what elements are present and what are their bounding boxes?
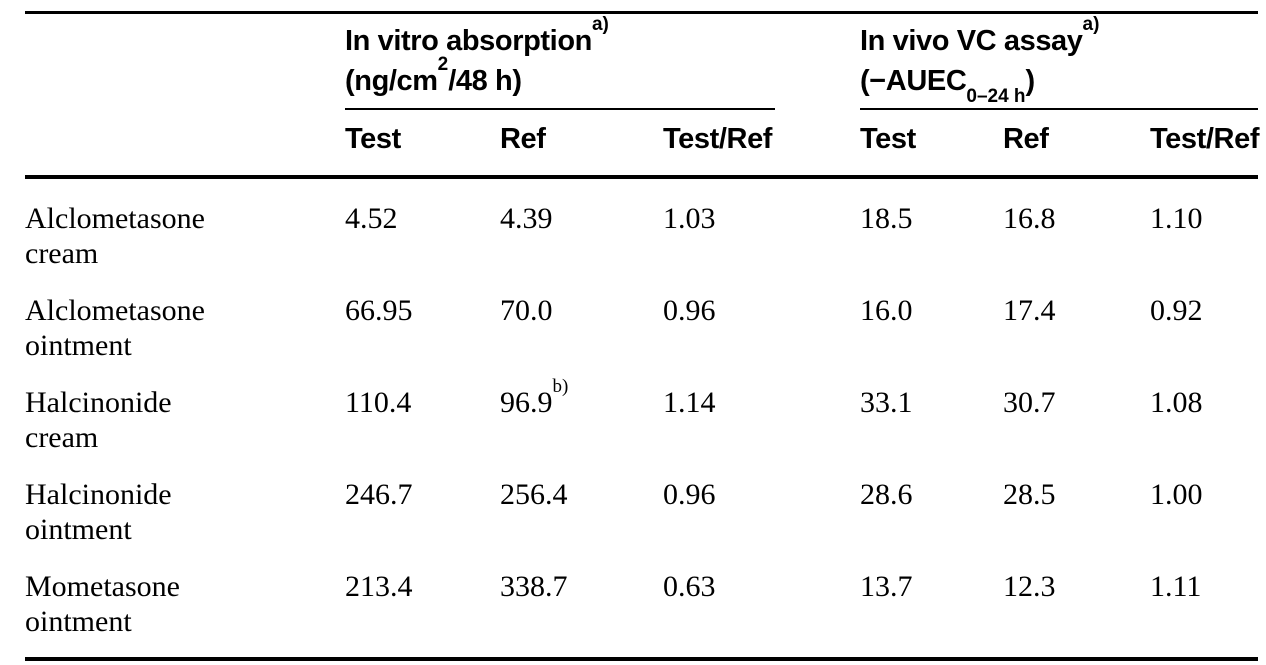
cell-invitro-test: 110.4: [345, 386, 412, 419]
table-row: Halcinonide ointment 246.7 256.4 0.96 28.…: [25, 455, 1258, 547]
cell-invivo-test: 18.5: [860, 202, 913, 235]
row-label-header-empty: [25, 109, 345, 179]
cell-invitro-test: 246.7: [345, 478, 413, 511]
cell-invitro-ref: 4.39: [500, 177, 663, 271]
drug-name: Halcinonide: [25, 386, 172, 419]
cell-invitro-ref: 256.4: [500, 455, 663, 547]
cell-invitro-ref: 338.7: [500, 547, 663, 661]
page: { "table": { "groups": [ { "title": "In …: [0, 11, 1266, 665]
cell-invitro-test: 66.95: [345, 294, 413, 327]
cell-invitro-testref: 0.63: [663, 547, 776, 661]
table-row: Alclometasone cream 4.52 4.39 1.03 18.5 1…: [25, 177, 1258, 271]
group-header-invivo: In vivo VC assaya) (−AUEC0–24 h): [860, 11, 1259, 110]
group-title-text: In vivo VC assay: [860, 25, 1083, 57]
comparison-table: In vitro absorptiona) (ng/cm2/48 h) In v…: [25, 11, 1259, 661]
cell-invitro-testref: 1.03: [663, 202, 716, 235]
table-row: Halcinonide cream 110.4 96.9b) 1.14 33.1 …: [25, 363, 1258, 455]
drug-name: Alclometasone: [25, 202, 205, 235]
row-label-header-empty: [25, 11, 345, 109]
group-title-invivo: In vivo VC assaya): [860, 15, 1258, 61]
footnote-marker-a: a): [1082, 13, 1100, 35]
cell-value: 256.4: [500, 478, 568, 511]
cell-invivo-testref: 0.92: [1150, 294, 1203, 327]
table-row: Alclometasone ointment 66.95 70.0 0.96 16…: [25, 271, 1258, 363]
col-header-invivo-ref: Ref: [1003, 109, 1151, 179]
formulation: ointment: [25, 513, 132, 546]
cell-invivo-testref: 1.10: [1150, 202, 1203, 235]
group-unit-invitro: (ng/cm2/48 h): [345, 55, 775, 101]
col-header-invitro-ref: Ref: [500, 109, 663, 179]
column-header-row: Test Ref Test/Ref Test Ref Test/Ref: [25, 109, 1259, 179]
cell-invivo-test: 13.7: [860, 547, 1004, 661]
cell-invivo-testref: 1.11: [1150, 547, 1259, 661]
drug-name: Halcinonide: [25, 478, 172, 511]
row-label: Mometasone ointment: [25, 547, 345, 661]
row-label: Alclometasone cream: [25, 177, 345, 271]
unit-subscript: 0–24 h: [966, 86, 1026, 108]
col-header-invivo-testref: Test/Ref: [1150, 109, 1259, 179]
row-label: Alclometasone ointment: [25, 271, 345, 363]
cell-invivo-test: 28.6: [860, 478, 913, 511]
group-title-invitro: In vitro absorptiona): [345, 15, 775, 61]
drug-name: Alclometasone: [25, 294, 205, 327]
cell-value: 70.0: [500, 294, 553, 327]
cell-value: 4.39: [500, 202, 553, 235]
cell-invivo-test: 33.1: [860, 386, 913, 419]
cell-invitro-test: 4.52: [345, 202, 398, 235]
formulation: cream: [25, 421, 99, 454]
cell-invivo-ref: 16.8: [1003, 202, 1056, 235]
row-label: Halcinonide cream: [25, 363, 345, 455]
unit-superscript: 2: [437, 53, 449, 75]
table-row: Mometasone ointment 213.4 338.7 0.63 13.7…: [25, 547, 1259, 661]
cell-value: 338.7: [500, 570, 568, 603]
unit-text: (−AUEC: [860, 65, 967, 97]
footnote-marker-b: b): [552, 376, 569, 398]
formulation: ointment: [25, 329, 132, 362]
group-gap: [775, 11, 861, 109]
cell-invitro-testref: 0.96: [663, 478, 716, 511]
drug-name: Mometasone: [25, 570, 180, 603]
formulation: ointment: [25, 605, 132, 638]
row-label: Halcinonide ointment: [25, 455, 345, 547]
group-gap: [775, 109, 861, 179]
group-header-row: In vitro absorptiona) (ng/cm2/48 h) In v…: [25, 11, 1259, 110]
cell-invivo-test: 16.0: [860, 294, 913, 327]
formulation: cream: [25, 237, 99, 270]
cell-invivo-testref: 1.08: [1150, 386, 1203, 419]
cell-invivo-ref: 17.4: [1003, 294, 1056, 327]
group-gap: [775, 363, 860, 455]
cell-invitro-ref: 96.9b): [500, 363, 663, 455]
unit-text: /48 h): [448, 65, 522, 97]
cell-invitro-ref: 70.0: [500, 271, 663, 363]
footnote-marker-a: a): [591, 13, 609, 35]
cell-invitro-testref: 0.96: [663, 294, 716, 327]
col-header-invitro-testref: Test/Ref: [663, 109, 776, 179]
group-gap: [775, 271, 860, 363]
unit-text: (ng/cm: [345, 65, 438, 97]
cell-invivo-ref: 30.7: [1003, 386, 1056, 419]
group-title-text: In vitro absorption: [345, 25, 592, 57]
cell-invivo-ref: 28.5: [1003, 478, 1056, 511]
col-header-invitro-test: Test: [345, 109, 500, 179]
cell-invivo-ref: 12.3: [1003, 547, 1151, 661]
cell-invitro-test: 213.4: [345, 547, 500, 661]
group-header-invitro: In vitro absorptiona) (ng/cm2/48 h): [345, 11, 776, 110]
group-gap: [775, 177, 860, 271]
group-gap: [775, 455, 860, 547]
col-header-invivo-test: Test: [860, 109, 1004, 179]
group-unit-invivo: (−AUEC0–24 h): [860, 61, 1258, 106]
cell-invitro-testref: 1.14: [663, 386, 716, 419]
group-gap: [775, 547, 861, 661]
unit-text: ): [1025, 65, 1036, 97]
cell-invivo-testref: 1.00: [1150, 478, 1203, 511]
cell-value: 96.9: [500, 386, 553, 419]
